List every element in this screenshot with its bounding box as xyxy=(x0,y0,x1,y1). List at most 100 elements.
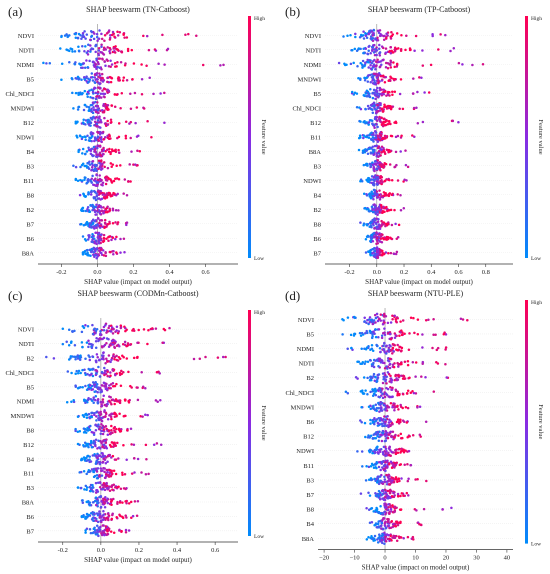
shap-point xyxy=(120,50,124,54)
shap-point xyxy=(103,484,107,487)
shap-point xyxy=(396,343,399,347)
shap-point xyxy=(92,398,95,401)
x-tick-label: 0.2 xyxy=(129,269,137,276)
feature-label: B8A xyxy=(302,536,315,543)
shap-point xyxy=(382,149,385,153)
feature-label: B8A xyxy=(309,149,322,156)
shap-point xyxy=(369,51,372,55)
shap-point xyxy=(114,472,118,476)
shap-point xyxy=(91,517,95,520)
shap-point xyxy=(91,47,95,51)
shap-point xyxy=(381,372,385,375)
shap-point xyxy=(103,533,106,537)
shap-point xyxy=(91,411,94,415)
shap-point xyxy=(392,365,396,369)
shap-point xyxy=(85,341,89,344)
shap-point xyxy=(396,193,399,196)
shap-point xyxy=(399,494,402,498)
shap-point xyxy=(112,191,115,195)
shap-point xyxy=(429,63,433,67)
shap-point xyxy=(85,150,89,153)
shap-point xyxy=(369,137,373,141)
shap-point xyxy=(389,321,393,324)
feature-label: B12 xyxy=(23,442,34,449)
shap-point xyxy=(100,389,103,392)
shap-point xyxy=(363,347,366,350)
shap-point xyxy=(387,503,390,506)
shap-point xyxy=(371,96,375,100)
shap-point xyxy=(376,255,379,259)
shap-point xyxy=(99,432,103,435)
shap-point xyxy=(145,457,148,461)
shap-point xyxy=(97,439,100,442)
shap-point xyxy=(85,399,88,403)
feature-label: MNDWI xyxy=(11,105,34,112)
shap-point xyxy=(100,500,103,503)
shap-point xyxy=(95,194,99,198)
shap-point xyxy=(381,532,384,536)
shap-point xyxy=(114,237,117,241)
shap-point xyxy=(383,531,386,534)
shap-point xyxy=(98,212,102,215)
feature-swarm-B2 xyxy=(354,371,450,385)
shap-point xyxy=(102,381,106,384)
shap-point xyxy=(101,345,104,349)
shap-point xyxy=(90,35,93,39)
shap-point xyxy=(368,358,372,362)
shap-point xyxy=(119,107,122,110)
shap-point xyxy=(74,76,77,80)
shap-point xyxy=(369,418,372,422)
shap-point xyxy=(89,38,92,42)
shap-point xyxy=(124,500,127,503)
shap-point xyxy=(85,459,88,463)
shap-point xyxy=(399,331,402,334)
shap-point xyxy=(85,416,89,420)
shap-point xyxy=(102,137,106,141)
shap-point xyxy=(104,445,108,448)
feature-swarm-B4 xyxy=(368,517,423,531)
shap-point xyxy=(372,32,375,35)
shap-point xyxy=(81,345,84,349)
shap-point xyxy=(123,398,127,401)
shap-point xyxy=(125,516,128,519)
shap-point xyxy=(384,489,387,492)
shap-point xyxy=(373,218,377,222)
shap-point xyxy=(117,399,121,402)
shap-point xyxy=(71,329,74,333)
shap-point xyxy=(89,76,93,79)
shap-point xyxy=(97,460,100,464)
shap-point xyxy=(83,178,86,182)
shap-point xyxy=(380,359,384,363)
shap-point xyxy=(97,534,100,538)
shap-point xyxy=(374,134,378,137)
feature-label: NDWI xyxy=(296,448,314,455)
shap-point xyxy=(371,65,375,68)
shap-point xyxy=(386,436,390,440)
shap-point xyxy=(349,33,352,37)
shap-point xyxy=(408,48,412,52)
shap-point xyxy=(362,120,366,123)
shap-point xyxy=(361,391,364,394)
shap-point xyxy=(100,167,104,170)
shap-point xyxy=(100,488,103,491)
shap-point xyxy=(108,453,112,457)
shap-point xyxy=(98,485,102,489)
shap-point xyxy=(105,468,109,472)
shap-point xyxy=(103,371,106,375)
shap-point xyxy=(374,328,377,331)
feature-swarm-NDVI xyxy=(341,312,469,326)
x-tick-label: 0.6 xyxy=(454,269,463,276)
shap-point xyxy=(373,123,377,126)
shap-point xyxy=(394,452,398,456)
feature-swarm-NDWI xyxy=(359,174,408,187)
shap-point xyxy=(390,395,393,399)
shap-point xyxy=(110,238,113,242)
shap-point xyxy=(115,164,118,167)
shap-point xyxy=(119,237,122,241)
shap-point xyxy=(108,50,111,53)
shap-point xyxy=(399,208,403,212)
shap-point xyxy=(344,390,348,394)
shap-point xyxy=(380,92,383,96)
shap-point xyxy=(105,528,109,532)
shap-point xyxy=(82,62,86,65)
